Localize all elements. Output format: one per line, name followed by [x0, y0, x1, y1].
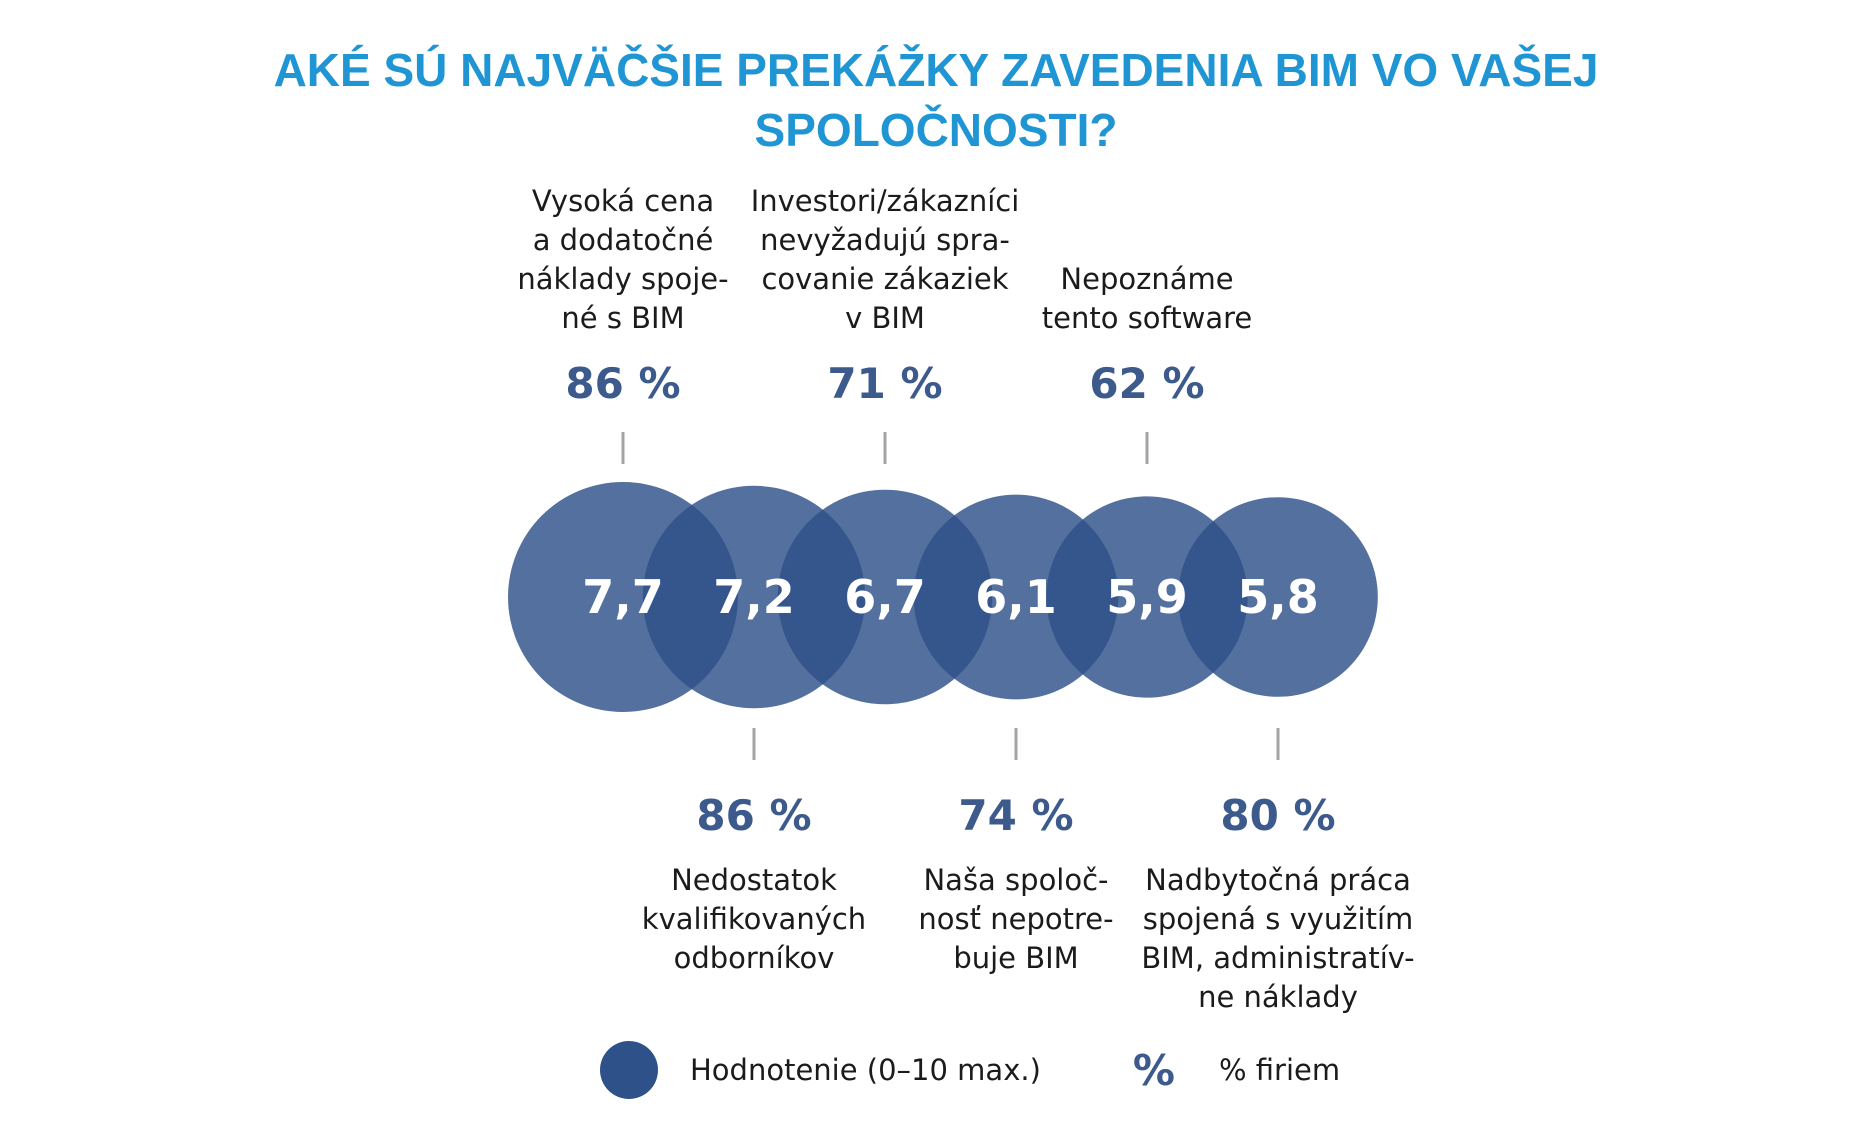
category-label-4-line-1: Naša spoloč-: [923, 863, 1108, 897]
bubble-value-1: 7,7: [582, 570, 664, 624]
category-label-5-line-2: tento software: [1042, 301, 1252, 335]
bubble-value-3: 6,7: [844, 570, 926, 624]
annotations: 86 % Vysoká cena a dodatočné náklady spoje-…: [517, 184, 1414, 1014]
legend: Hodnotenie (0–10 max.) % % firiem: [600, 1040, 1340, 1100]
category-label-3-line-1: Investori/zákazníci: [751, 184, 1020, 218]
category-label-6-line-2: spojená s využitím: [1143, 902, 1414, 936]
legend-rating-label: Hodnotenie (0–10 max.): [690, 1053, 1041, 1087]
category-label-4-line-2: nosť nepotre-: [918, 902, 1113, 936]
category-label-1-line-4: né s BIM: [561, 301, 684, 335]
category-label-1-line-3: náklady spoje-: [517, 262, 728, 296]
bubbles: [508, 482, 1378, 712]
chart-title-line-1: AKÉ SÚ NAJVÄČŠIE PREKÁŽKY ZAVEDENIA BIM …: [273, 44, 1599, 96]
chart-title-line-2: SPOLOČNOSTI?: [754, 104, 1118, 156]
legend-percent-symbol: %: [1132, 1045, 1175, 1095]
bubble-value-2: 7,2: [713, 570, 795, 624]
category-label-6-line-4: ne náklady: [1198, 980, 1358, 1014]
category-label-2-line-2: kvalifikovaných: [642, 902, 866, 936]
category-label-2-line-1: Nedostatok: [671, 863, 837, 897]
percent-label-4: 74 %: [958, 791, 1073, 840]
percent-label-2: 86 %: [696, 791, 811, 840]
category-label-3-line-3: covanie zákaziek: [761, 262, 1008, 296]
bubble-values: 7,7 7,2 6,7 6,1 5,9 5,8: [582, 570, 1319, 624]
percent-label-6: 80 %: [1220, 791, 1335, 840]
bubble-value-5: 5,9: [1106, 570, 1188, 624]
category-label-1-line-1: Vysoká cena: [532, 184, 714, 218]
bubble-value-4: 6,1: [975, 570, 1057, 624]
percent-label-5: 62 %: [1089, 359, 1204, 408]
category-label-6-line-3: BIM, administratív-: [1141, 941, 1414, 975]
category-label-3-line-2: nevyžadujú spra-: [760, 223, 1010, 257]
bubble-6: [1178, 497, 1378, 697]
category-label-6-line-1: Nadbytočná práca: [1145, 863, 1411, 897]
category-label-5-line-1: Nepoznáme: [1060, 262, 1233, 296]
category-label-1-line-2: a dodatočné: [533, 223, 714, 257]
chart-title: AKÉ SÚ NAJVÄČŠIE PREKÁŽKY ZAVEDENIA BIM …: [0, 40, 1872, 160]
category-label-4-line-3: buje BIM: [953, 941, 1078, 975]
percent-label-3: 71 %: [827, 359, 942, 408]
legend-rating-swatch: [600, 1041, 658, 1099]
category-label-2-line-3: odborníkov: [674, 941, 835, 975]
legend-percent-label: % firiem: [1218, 1053, 1341, 1087]
percent-label-1: 86 %: [565, 359, 680, 408]
category-label-3-line-4: v BIM: [845, 301, 925, 335]
bubble-value-6: 5,8: [1237, 570, 1319, 624]
